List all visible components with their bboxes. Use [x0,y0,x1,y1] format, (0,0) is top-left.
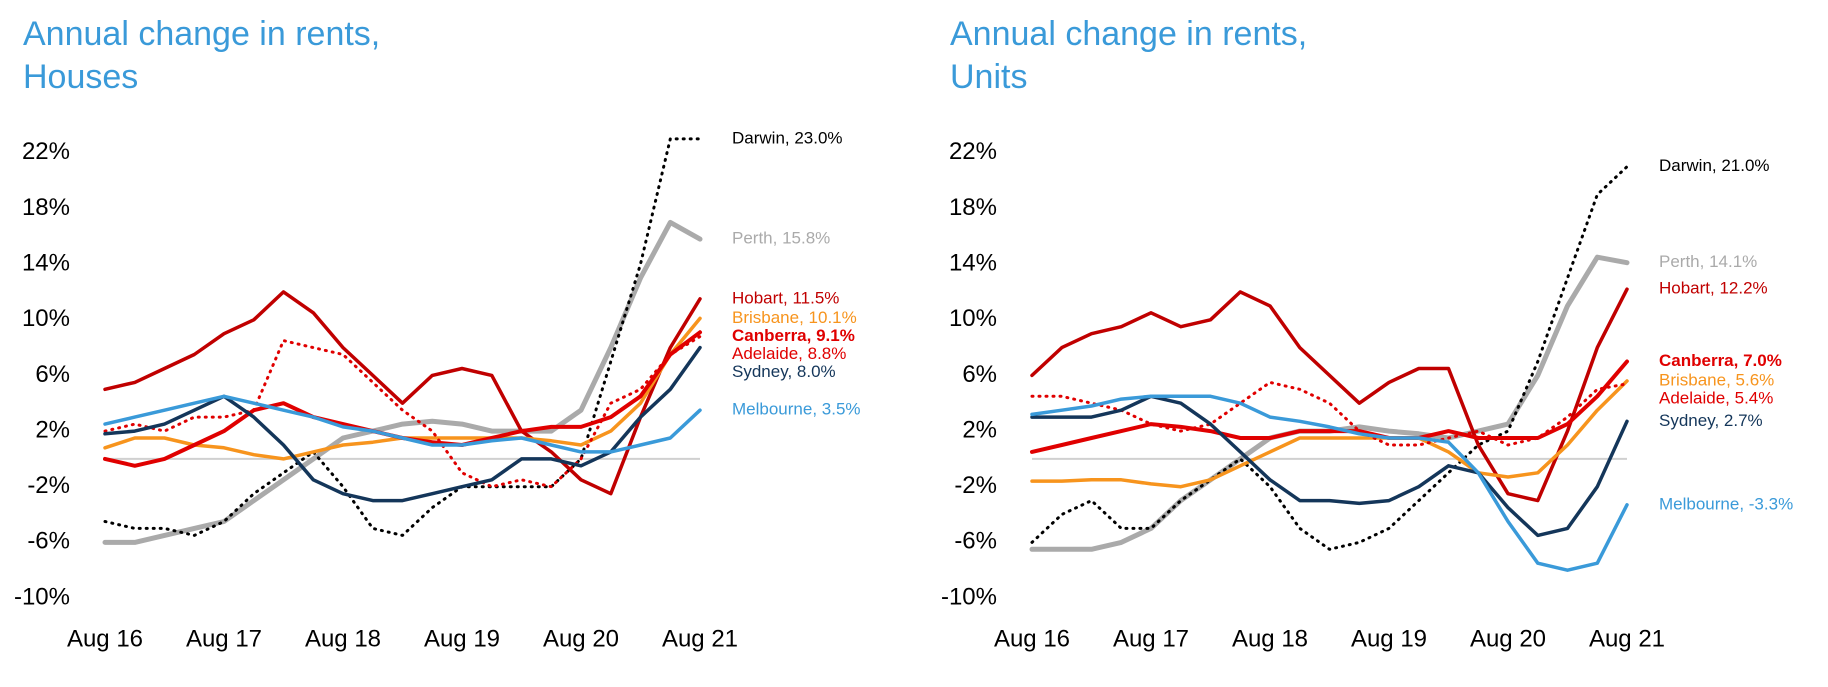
y-tick-label: 22% [949,138,997,165]
series-line [103,345,702,503]
series-line [102,219,703,545]
series-line [103,137,702,537]
y-tick-label: -6% [27,528,70,555]
x-tick-label: Aug 20 [1470,625,1546,652]
series-label: Sydney, 8.0% [732,362,836,381]
series-label: Hobart, 11.5% [732,288,839,307]
series-label: Adelaide, 5.4% [1659,388,1773,407]
chart-title: Annual change in rents, [23,15,380,53]
y-tick-label: -6% [954,528,997,555]
x-tick-label: Aug 17 [1113,625,1189,652]
series-line [103,335,702,489]
series-label: Darwin, 21.0% [1659,156,1770,175]
y-tick-label: -2% [954,472,997,499]
y-tick-label: 14% [949,249,997,276]
x-tick-label: Aug 19 [424,625,500,652]
chart-subtitle: Units [950,58,1027,96]
y-tick-label: 6% [962,361,997,388]
chart: Annual change in rents, Houses 22% 18% 14% 10… [14,15,861,652]
y-tick-label: 2% [962,416,997,443]
y-tick-label: -2% [27,472,70,499]
y-tick-label: -10% [941,583,997,610]
x-tick-label: Aug 16 [994,625,1070,652]
y-tick-label: -10% [14,583,70,610]
chart: Annual change in rents, Units 22% 18% 14% 10%… [941,15,1793,652]
series-label: Canberra, 9.1% [732,326,855,345]
x-tick-label: Aug 21 [662,625,738,652]
y-tick-label: 6% [35,361,70,388]
x-tick-label: Aug 19 [1351,625,1427,652]
series-label: Perth, 14.1% [1659,252,1757,271]
y-tick-label: 18% [22,194,70,221]
series-label: Darwin, 23.0% [732,128,843,147]
series-line [1030,380,1629,447]
series-label: Melbourne, -3.3% [1659,494,1793,513]
y-tick-label: 22% [22,138,70,165]
series-line [103,394,702,454]
series-label: Brisbane, 5.6% [1659,370,1774,389]
y-tick-label: 14% [22,249,70,276]
x-tick-label: Aug 21 [1589,625,1665,652]
series-label: Adelaide, 8.8% [732,344,846,363]
series-label: Perth, 15.8% [732,229,830,248]
x-tick-label: Aug 20 [543,625,619,652]
x-tick-label: Aug 17 [186,625,262,652]
chart-title: Annual change in rents, [950,15,1307,53]
x-tick-label: Aug 18 [305,625,381,652]
series-line [1030,287,1629,503]
y-tick-label: 10% [22,305,70,332]
series-line [103,290,702,496]
series-line [1030,165,1629,551]
series-line [1030,394,1629,572]
series-label: Melbourne, 3.5% [732,400,861,419]
y-tick-label: 2% [35,416,70,443]
y-tick-label: 10% [949,305,997,332]
y-tick-label: 18% [949,194,997,221]
series-line [1030,394,1629,538]
chart-subtitle: Houses [23,58,138,96]
x-tick-label: Aug 16 [67,625,143,652]
series-line [1030,359,1629,454]
series-label: Canberra, 7.0% [1659,351,1782,370]
series-line [1030,379,1629,489]
series-label: Brisbane, 10.1% [732,308,857,327]
series-label: Sydney, 2.7% [1659,411,1763,430]
x-tick-label: Aug 18 [1232,625,1308,652]
series-label: Hobart, 12.2% [1659,279,1768,298]
